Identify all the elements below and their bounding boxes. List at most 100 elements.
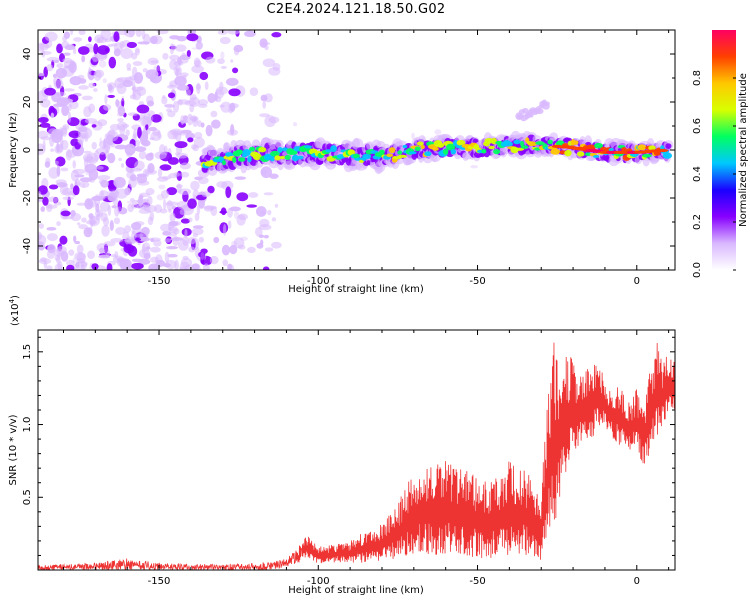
heatmap-blob	[133, 128, 137, 139]
heatmap-blob	[176, 200, 189, 210]
y-tick-label: 20	[22, 96, 33, 109]
heatmap-blob	[121, 97, 125, 108]
heatmap-blob	[109, 124, 121, 131]
heatmap-blob	[174, 141, 188, 149]
x-tick-label: -150	[148, 276, 171, 287]
heatmap-blob	[481, 148, 487, 154]
heatmap-blob	[408, 151, 417, 155]
heatmap-blob	[60, 210, 71, 217]
heatmap-blob	[139, 230, 149, 241]
heatmap-blob	[81, 217, 87, 223]
snr-plot-area	[38, 330, 675, 570]
heatmap-blob	[263, 192, 274, 196]
heatmap-blob	[220, 101, 232, 113]
heatmap-blob	[73, 37, 83, 42]
heatmap-blob	[53, 79, 64, 90]
heatmap-blob	[262, 58, 276, 68]
heatmap-blob	[56, 165, 61, 177]
heatmap-blob	[138, 195, 143, 207]
heatmap-blob	[72, 235, 77, 243]
heatmap-blob	[44, 161, 51, 168]
heatmap-blob	[126, 200, 134, 204]
heatmap-blob	[115, 99, 120, 107]
y-tick-label: 0.5	[22, 489, 33, 505]
heatmap-blob	[84, 131, 89, 142]
heatmap-blob	[130, 204, 139, 209]
heatmap-blob	[98, 247, 105, 254]
heatmap-blob	[131, 80, 136, 92]
heatmap-blob	[134, 146, 147, 152]
heatmap-blob	[98, 190, 109, 199]
heatmap-blob	[87, 250, 95, 260]
heatmap-blob	[166, 245, 179, 250]
x-tick-label: -50	[469, 576, 485, 587]
heatmap-blob	[169, 212, 176, 223]
heatmap-blob	[247, 155, 252, 163]
heatmap-blob	[187, 137, 194, 143]
heatmap-blob	[432, 147, 439, 151]
heatmap-blob	[161, 96, 168, 105]
heatmap-blob	[263, 234, 269, 239]
heatmap-blob	[446, 143, 456, 151]
heatmap-blob	[134, 160, 145, 171]
heatmap-blob	[76, 244, 84, 254]
heatmap-blob	[247, 246, 256, 254]
heatmap-blob	[420, 144, 425, 150]
heatmap-blob	[470, 165, 479, 169]
heatmap-blob	[274, 155, 281, 161]
heatmap-blob	[117, 105, 126, 117]
heatmap-blob	[215, 86, 228, 95]
heatmap-blob	[549, 132, 559, 142]
heatmap-blob	[219, 210, 228, 214]
heatmap-blob	[38, 223, 44, 229]
heatmap-blob	[304, 145, 313, 149]
heatmap-blob	[152, 128, 160, 136]
heatmap-blob	[259, 113, 270, 118]
heatmap-blob	[78, 85, 89, 90]
heatmap-blob	[195, 41, 204, 50]
heatmap-blob	[136, 174, 148, 184]
heatmap-blob	[46, 57, 60, 62]
heatmap-blob	[126, 41, 137, 49]
heatmap-blob	[164, 238, 172, 243]
heatmap-blob	[66, 43, 75, 48]
heatmap-blob	[56, 43, 63, 54]
heatmap-blob	[63, 88, 75, 92]
heatmap-blob	[65, 95, 70, 101]
heatmap-blob	[148, 237, 161, 242]
heatmap-blob	[577, 151, 585, 157]
heatmap-blob	[210, 110, 218, 118]
heatmap-blob	[82, 183, 85, 188]
heatmap-blob	[162, 95, 166, 99]
heatmap-blob	[178, 239, 189, 251]
heatmap-blob	[76, 222, 81, 226]
heatmap-blob	[38, 143, 46, 155]
heatmap-blob	[68, 61, 77, 74]
heatmap-blob	[145, 69, 159, 80]
colorbar-tick-label: 0.0	[692, 262, 703, 278]
heatmap-blob	[192, 144, 199, 152]
heatmap-blob	[594, 142, 604, 149]
heatmap-blob	[121, 95, 125, 102]
heatmap-blob	[505, 141, 514, 147]
heatmap-blob	[149, 246, 161, 253]
heatmap-blob	[80, 261, 87, 270]
page-title: C2E4.2024.121.18.50.G02	[266, 2, 446, 17]
x-tick-label: -100	[307, 276, 330, 287]
heatmap-blob	[108, 83, 113, 92]
heatmap-blob	[101, 225, 110, 237]
colorbar-gradient	[712, 30, 736, 270]
heatmap-blob	[642, 153, 652, 158]
heatmap-blob	[74, 240, 81, 245]
heatmap-blob	[159, 164, 172, 171]
heatmap-blob	[52, 73, 57, 79]
heatmap-blob	[236, 214, 246, 226]
heatmap-blob	[91, 263, 99, 270]
heatmap-blob	[110, 238, 124, 243]
heatmap-blob	[192, 233, 199, 238]
colorbar-tick-label: 0.8	[692, 70, 703, 86]
heatmap-blob	[268, 67, 281, 76]
heatmap-blob	[114, 206, 120, 217]
heatmap-blob	[264, 115, 276, 128]
